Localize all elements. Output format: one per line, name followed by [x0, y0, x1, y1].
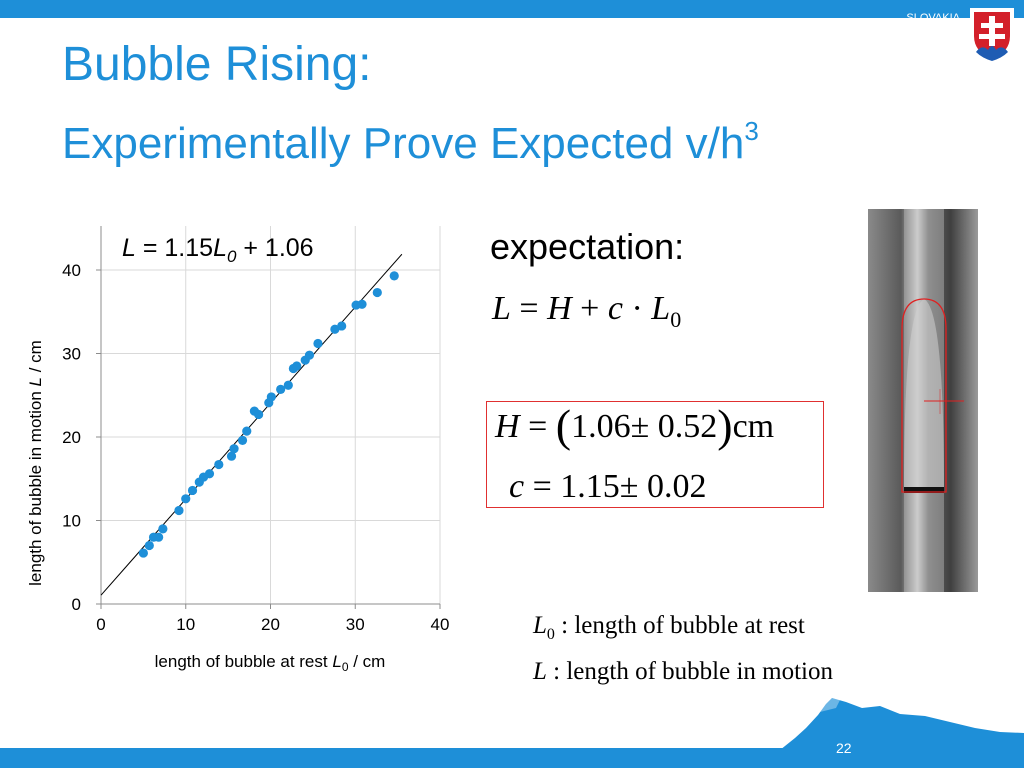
x-tick-labels: 0 10 20 30 40 [96, 615, 449, 634]
bottom-bar [0, 748, 1024, 768]
y-tick-labels: 0 10 20 30 40 [62, 261, 81, 614]
scatter-chart: 0 10 20 30 40 0 10 20 30 40 L = 1.15L0 + 1.06 le… [26, 226, 449, 674]
y-tick-label: 20 [62, 428, 81, 447]
bubble-photo [868, 209, 978, 592]
data-point [372, 287, 382, 298]
x-tick-label: 30 [346, 615, 365, 634]
data-point [154, 532, 164, 542]
y-tick-label: 0 [72, 595, 81, 614]
h-result: H = (1.06± 0.52)cm [495, 400, 775, 451]
x-tick-label: 40 [431, 615, 450, 634]
legend-rest-length: L0 : length of bubble at rest [533, 612, 805, 643]
top-bar [0, 0, 1024, 18]
data-point [276, 384, 286, 395]
data-point [174, 505, 184, 516]
data-point [214, 459, 224, 470]
data-point [229, 444, 239, 454]
data-point [181, 494, 191, 504]
expected-formula: L = H + c · L0 [492, 290, 682, 332]
data-point [292, 361, 302, 371]
slide-title: Bubble Rising: [62, 38, 372, 91]
expectation-label: expectation: [490, 226, 685, 267]
data-point [144, 540, 154, 551]
data-point [313, 338, 323, 349]
data-point [337, 321, 347, 331]
y-axis-label: length of bubble in motion L / cm [26, 340, 45, 586]
data-point [389, 271, 399, 281]
slide-subtitle: Experimentally Prove Expected v/h3 [62, 116, 759, 168]
data-points [138, 271, 399, 558]
data-point [254, 409, 264, 420]
data-point [266, 392, 276, 402]
fit-results-box: H = (1.06± 0.52)cm c = 1.15± 0.02 [486, 401, 824, 508]
fit-equation: L = 1.15L0 + 1.06 [122, 234, 314, 266]
c-result: c = 1.15± 0.02 [509, 468, 707, 505]
data-point [283, 380, 293, 390]
x-axis-label: length of bubble at rest L0 / cm [155, 652, 386, 674]
data-point [158, 524, 168, 534]
y-tick-label: 30 [62, 345, 81, 364]
data-point [204, 469, 215, 479]
data-point [226, 451, 237, 461]
data-point [138, 548, 148, 558]
y-tick-label: 40 [62, 261, 81, 280]
legend-motion-length: L : length of bubble in motion [533, 658, 833, 685]
data-point [304, 350, 315, 360]
data-point [242, 426, 252, 436]
chart-axes [96, 226, 441, 609]
slovak-coat-of-arms-icon [970, 8, 1014, 64]
data-point [237, 435, 248, 445]
page-number: 22 [836, 740, 852, 756]
x-tick-label: 10 [176, 615, 195, 634]
event-label: IYPT '12 [925, 27, 960, 37]
x-tick-label: 0 [96, 615, 105, 634]
chart-grid [101, 226, 441, 604]
y-tick-label: 10 [62, 512, 81, 531]
data-point [187, 485, 198, 496]
country-label: SLOVAKIA [906, 12, 960, 24]
data-point [357, 299, 367, 309]
x-tick-label: 20 [261, 615, 280, 634]
